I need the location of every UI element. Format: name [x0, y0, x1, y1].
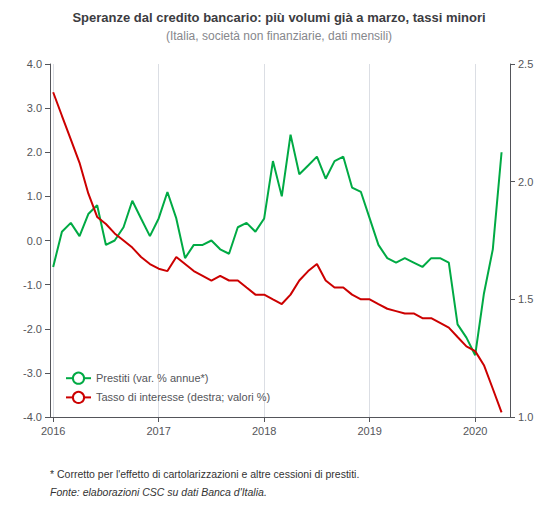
- svg-text:2018: 2018: [252, 425, 276, 437]
- svg-text:Tasso di interesse (destra; va: Tasso di interesse (destra; valori %): [96, 391, 270, 403]
- svg-text:Speranze dal credito bancario:: Speranze dal credito bancario: più volum…: [72, 10, 485, 25]
- svg-text:Prestiti (var. % annue*): Prestiti (var. % annue*): [96, 372, 209, 384]
- svg-text:0.0: 0.0: [27, 235, 42, 247]
- svg-text:-4.0: -4.0: [23, 411, 42, 423]
- svg-text:Fonte: elaborazioni CSC su dat: Fonte: elaborazioni CSC su dati Banca d'…: [50, 486, 267, 498]
- svg-text:2.0: 2.0: [518, 176, 533, 188]
- svg-text:2020: 2020: [463, 425, 487, 437]
- svg-text:2.0: 2.0: [27, 146, 42, 158]
- svg-text:4.0: 4.0: [27, 58, 42, 70]
- svg-text:2017: 2017: [146, 425, 170, 437]
- svg-text:(Italia, società non finanziar: (Italia, società non finanziarie, dati m…: [166, 29, 392, 43]
- svg-text:-3.0: -3.0: [23, 367, 42, 379]
- svg-text:2.5: 2.5: [518, 58, 533, 70]
- svg-text:2016: 2016: [41, 425, 65, 437]
- svg-text:3.0: 3.0: [27, 102, 42, 114]
- svg-text:1.0: 1.0: [27, 190, 42, 202]
- svg-text:* Corretto per l'effetto di ca: * Corretto per l'effetto di cartolarizza…: [50, 468, 359, 480]
- svg-text:-1.0: -1.0: [23, 279, 42, 291]
- svg-text:-2.0: -2.0: [23, 323, 42, 335]
- svg-text:2019: 2019: [357, 425, 381, 437]
- svg-text:1.0: 1.0: [518, 411, 533, 423]
- svg-text:1.5: 1.5: [518, 293, 533, 305]
